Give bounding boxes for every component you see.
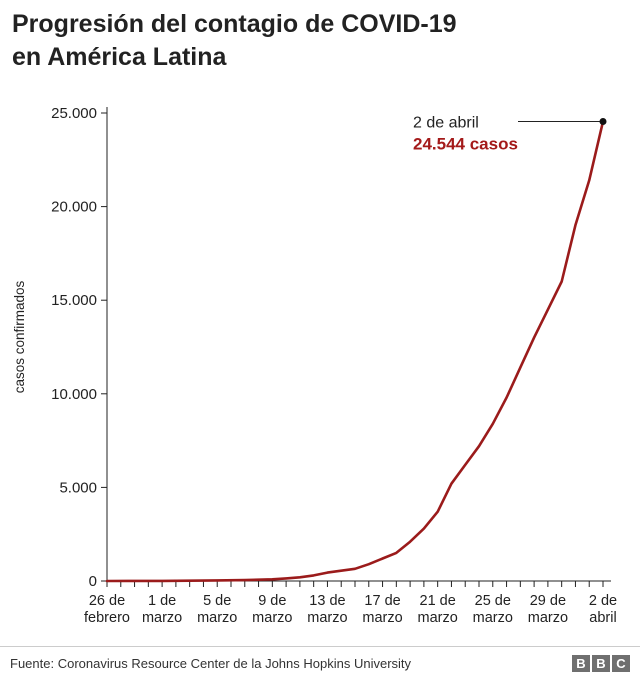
x-tick-label: 26 de	[89, 593, 125, 609]
x-tick-label: marzo	[528, 610, 568, 626]
bbc-logo-letter: B	[572, 655, 590, 672]
x-tick-label: marzo	[197, 610, 237, 626]
x-tick-label: 29 de	[530, 593, 566, 609]
series-line	[105, 120, 605, 583]
bbc-logo-letter: C	[612, 655, 630, 672]
annotation-point	[599, 118, 607, 126]
annotation-date: 2 de abril	[413, 115, 479, 132]
x-tick-label: marzo	[418, 610, 458, 626]
x-tick-label: 13 de	[309, 593, 345, 609]
bbc-logo-letter: B	[592, 655, 610, 672]
y-tick-label: 20.000	[51, 199, 97, 216]
chart-title-line-2: en América Latina	[12, 43, 227, 71]
y-axis-label: casos confirmados	[12, 280, 27, 393]
bbc-logo: B B C	[572, 655, 630, 672]
x-tick-label: 2 de	[589, 593, 617, 609]
y-tick-label: 5.000	[59, 479, 97, 496]
x-tick-label: 1 de	[148, 593, 176, 609]
x-tick-label: febrero	[84, 610, 130, 626]
x-tick-label: 17 de	[364, 593, 400, 609]
chart-title-line-1: Progresión del contagio de COVID-19	[12, 10, 457, 38]
footer-divider	[0, 646, 640, 647]
y-tick-label: 0	[89, 573, 97, 590]
x-tick-label: 9 de	[258, 593, 286, 609]
y-tick-label: 25.000	[51, 105, 97, 122]
y-tick-label: 10.000	[51, 386, 97, 403]
x-tick-label: 5 de	[203, 593, 231, 609]
x-tick-label: marzo	[252, 610, 292, 626]
x-tick-label: marzo	[473, 610, 513, 626]
x-tick-label: marzo	[142, 610, 182, 626]
annotation-value: 24.544 casos	[413, 135, 518, 154]
line-chart: 0 5.000 10.000 15.000 20.000 25.000 casos conf…	[12, 105, 617, 626]
source-note: Fuente: Coronavirus Resource Center de l…	[10, 656, 412, 671]
chart-title: Progresión del contagio de COVID-19 en A…	[12, 8, 622, 74]
y-tick-label: 15.000	[51, 292, 97, 309]
x-tick-label: 21 de	[420, 593, 456, 609]
x-tick-label: 25 de	[475, 593, 511, 609]
x-tick-label: marzo	[362, 610, 402, 626]
x-tick-label: marzo	[307, 610, 347, 626]
x-tick-label: abril	[589, 610, 616, 626]
